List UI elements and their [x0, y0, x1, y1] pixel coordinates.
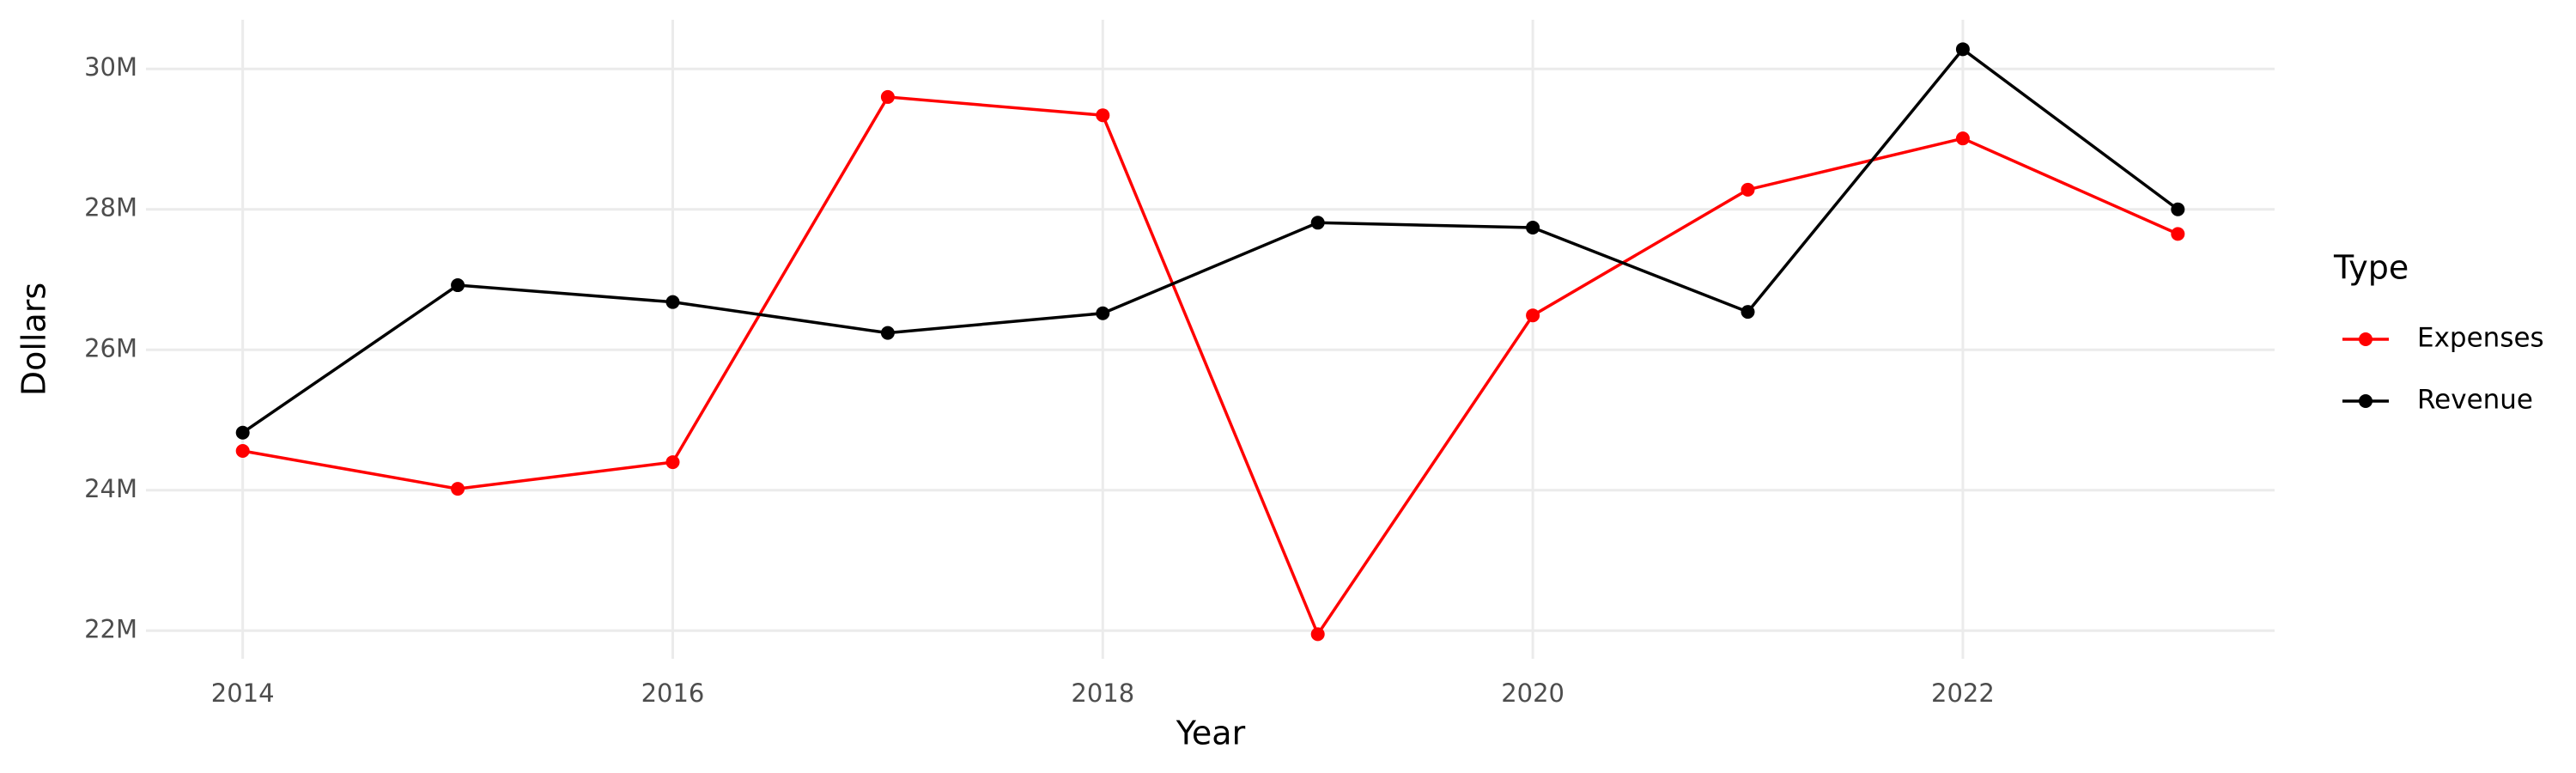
y-tick-label: 28M	[84, 193, 137, 222]
data-point	[235, 443, 250, 458]
y-tick-label: 30M	[84, 52, 137, 82]
x-axis-title: Year	[1176, 715, 1246, 752]
x-tick-label: 2020	[1501, 679, 1564, 708]
data-point	[880, 89, 895, 104]
series-line	[241, 46, 2179, 435]
data-point	[1526, 308, 1540, 323]
y-tick-label: 26M	[84, 333, 137, 362]
data-point	[451, 278, 465, 293]
data-point	[1955, 131, 1970, 146]
legend-label: Revenue	[2417, 385, 2533, 416]
y-tick-label: 24M	[84, 474, 137, 503]
data-point	[1096, 108, 1110, 123]
data-point	[2171, 227, 2185, 241]
data-point	[880, 326, 895, 340]
data-point	[451, 482, 465, 496]
legend-label: Expenses	[2417, 323, 2544, 354]
legend-marker	[2359, 394, 2372, 408]
data-point	[1526, 221, 1540, 235]
data-point	[665, 295, 680, 309]
x-tick-label: 2016	[641, 679, 705, 708]
x-tick-label: 2014	[211, 679, 275, 708]
data-point	[1741, 182, 1755, 197]
series-line	[242, 95, 2179, 638]
data-point	[1310, 216, 1325, 230]
legend-title: Type	[2333, 249, 2409, 287]
data-point	[1310, 627, 1325, 642]
data-point	[665, 455, 680, 470]
data-point	[1741, 305, 1755, 320]
y-axis-title: Dollars	[15, 283, 53, 396]
data-point	[1955, 42, 1970, 57]
data-point	[235, 425, 250, 440]
x-tick-label: 2022	[1931, 679, 1995, 708]
data-point	[2171, 202, 2185, 216]
x-tick-label: 2018	[1071, 679, 1134, 708]
legend-marker	[2359, 332, 2372, 346]
data-point	[1096, 306, 1110, 320]
y-tick-label: 22M	[84, 614, 137, 643]
